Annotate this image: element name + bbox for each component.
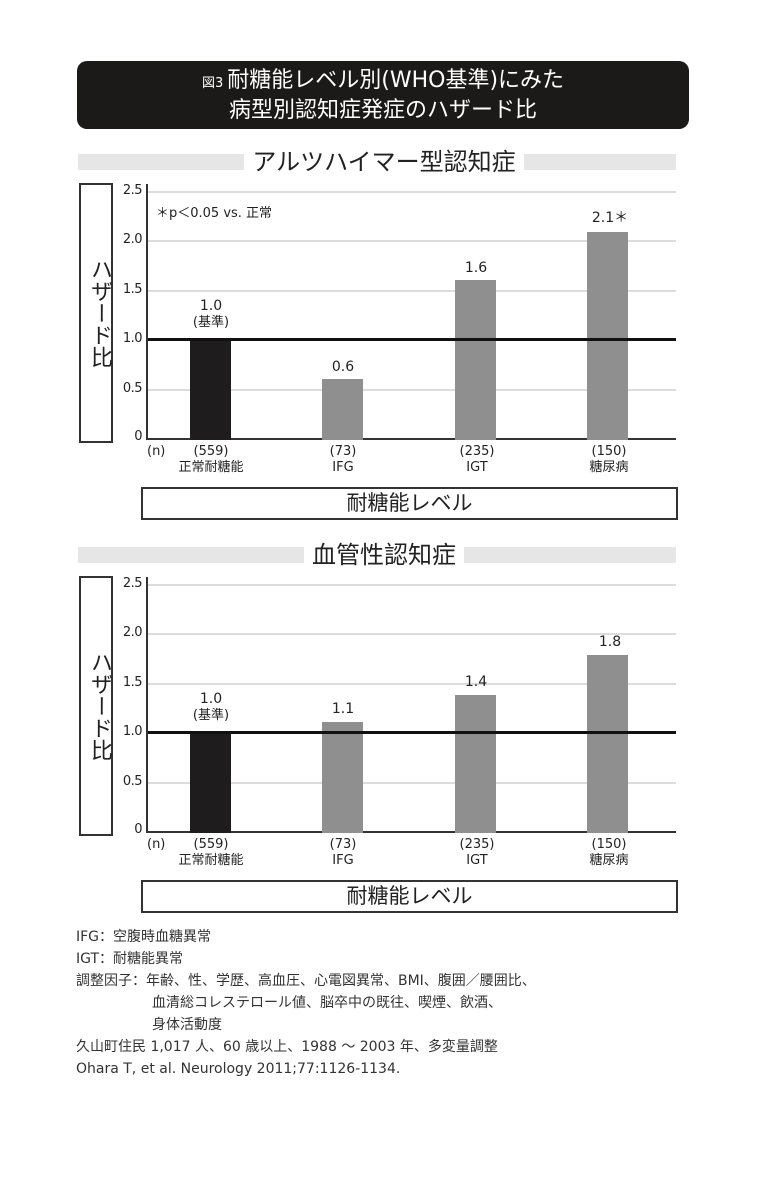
y-tick: 1.5 xyxy=(122,282,143,297)
gridline xyxy=(148,240,676,242)
bar-ifg xyxy=(322,722,363,833)
figure-title-box: 図3 耐糖能レベル別(WHO基準)にみた 病型別認知症発症のハザード比 xyxy=(77,61,689,129)
bar-igt xyxy=(455,695,496,833)
y-axis-label: ハザード比 xyxy=(87,651,112,761)
y-axis-label-box: ハザード比 xyxy=(79,183,113,443)
y-axis xyxy=(146,577,148,833)
y-tick: 2.5 xyxy=(122,576,143,591)
gridline xyxy=(148,633,676,635)
x-axis xyxy=(146,438,676,440)
category-label: 正常耐糖能 xyxy=(178,460,244,475)
category-n: (235) xyxy=(459,444,495,459)
category-label: IFG xyxy=(332,853,354,868)
footnote-igt: IGT：耐糖能異常 xyxy=(76,951,184,967)
x-axis-label: 耐糖能レベル xyxy=(346,491,473,515)
bar-value-label: 0.6 xyxy=(331,359,355,375)
bar-normal xyxy=(190,734,231,833)
bar-normal xyxy=(190,341,231,440)
category-n: (73) xyxy=(329,837,357,852)
bar-value-label: 1.1 xyxy=(331,701,355,717)
y-tick: 1.0 xyxy=(122,724,143,739)
figure-number: 図3 xyxy=(201,76,224,91)
x-axis xyxy=(146,831,676,833)
bar-sublabel: (基準) xyxy=(192,708,230,723)
category-n: (235) xyxy=(459,837,495,852)
category-label: IGT xyxy=(466,460,488,475)
category-n: (150) xyxy=(591,837,627,852)
bar-igt xyxy=(455,280,496,440)
gridline xyxy=(148,782,676,784)
y-tick: 0 xyxy=(134,429,142,444)
y-tick: 2.5 xyxy=(122,183,143,198)
y-tick: 1.5 xyxy=(122,675,143,690)
gridline xyxy=(148,683,676,685)
bar-value-label: 2.1＊ xyxy=(591,210,629,226)
footnote-adjustment-factors-cont2: 身体活動度 xyxy=(152,1017,222,1033)
footnote-study-population: 久山町住民 1,017 人、60 歳以上、1988 ～ 2003 年、多変量調整 xyxy=(76,1039,498,1055)
bar-value-label: 1.6 xyxy=(464,260,488,276)
chart-vascular-plot: 2.5 2.0 1.5 1.0 0.5 0 1.0 (基準) 1.1 1.4 1… xyxy=(123,576,676,837)
category-n: (559) xyxy=(193,444,229,459)
x-axis-label-box: 耐糖能レベル xyxy=(141,880,678,913)
footnote-adjustment-factors-cont: 血清総コレステロール値、脳卒中の既往、喫煙、飲酒、 xyxy=(152,995,502,1011)
gridline xyxy=(148,584,676,586)
y-tick: 2.0 xyxy=(122,232,143,247)
x-axis-label: 耐糖能レベル xyxy=(346,884,473,908)
n-label: (n) xyxy=(147,837,166,852)
category-label: IGT xyxy=(466,853,488,868)
significance-note: ＊p＜0.05 vs. 正常 xyxy=(156,206,273,221)
category-label: 正常耐糖能 xyxy=(178,853,244,868)
bar-diabetes xyxy=(587,232,628,440)
gridline xyxy=(148,191,676,193)
reference-line-1.0 xyxy=(148,338,676,341)
y-axis-label: ハザード比 xyxy=(87,258,112,368)
bar-diabetes xyxy=(587,655,628,833)
bar-value-label: 1.0 xyxy=(199,691,223,707)
category-label: IFG xyxy=(332,460,354,475)
section-title-alzheimer: アルツハイマー型認知症 xyxy=(0,147,768,177)
y-tick: 0.5 xyxy=(122,381,143,396)
figure-title-line2: 病型別認知症発症のハザード比 xyxy=(228,98,537,123)
y-tick: 1.0 xyxy=(122,331,143,346)
bar-value-label: 1.0 xyxy=(199,298,223,314)
bar-value-label: 1.8 xyxy=(598,634,622,650)
figure-title-line1: 耐糖能レベル別(WHO基準)にみた xyxy=(227,68,565,93)
category-n: (73) xyxy=(329,444,357,459)
reference-line-1.0 xyxy=(148,731,676,734)
category-n: (559) xyxy=(193,837,229,852)
n-label: (n) xyxy=(147,444,166,459)
gridline xyxy=(148,290,676,292)
category-label: 糖尿病 xyxy=(589,460,629,475)
footnotes: IFG：空腹時血糖異常 IGT：耐糖能異常 調整因子：年齢、性、学歴、高血圧、心… xyxy=(76,926,536,1080)
section-title-vascular: 血管性認知症 xyxy=(0,540,768,570)
y-axis-label-box: ハザード比 xyxy=(79,576,113,836)
y-axis xyxy=(146,184,148,440)
footnote-citation: Ohara T, et al. Neurology 2011;77:1126-1… xyxy=(76,1061,401,1077)
category-n: (150) xyxy=(591,444,627,459)
x-axis-label-box: 耐糖能レベル xyxy=(141,487,678,520)
bar-value-label: 1.4 xyxy=(464,674,488,690)
y-tick: 0.5 xyxy=(122,774,143,789)
footnote-adjustment-factors: 調整因子：年齢、性、学歴、高血圧、心電図異常、BMI、腹囲／腰囲比、 xyxy=(76,973,536,989)
chart-alzheimer-plot: 2.5 2.0 1.5 1.0 0.5 0 ＊p＜0.05 vs. 正常 1.0… xyxy=(123,183,676,444)
category-label: 糖尿病 xyxy=(589,853,629,868)
y-tick: 0 xyxy=(134,822,142,837)
bar-sublabel: (基準) xyxy=(192,315,230,330)
y-tick: 2.0 xyxy=(122,625,143,640)
gridline xyxy=(148,389,676,391)
footnote-ifg: IFG：空腹時血糖異常 xyxy=(76,929,212,945)
bar-ifg xyxy=(322,379,363,440)
